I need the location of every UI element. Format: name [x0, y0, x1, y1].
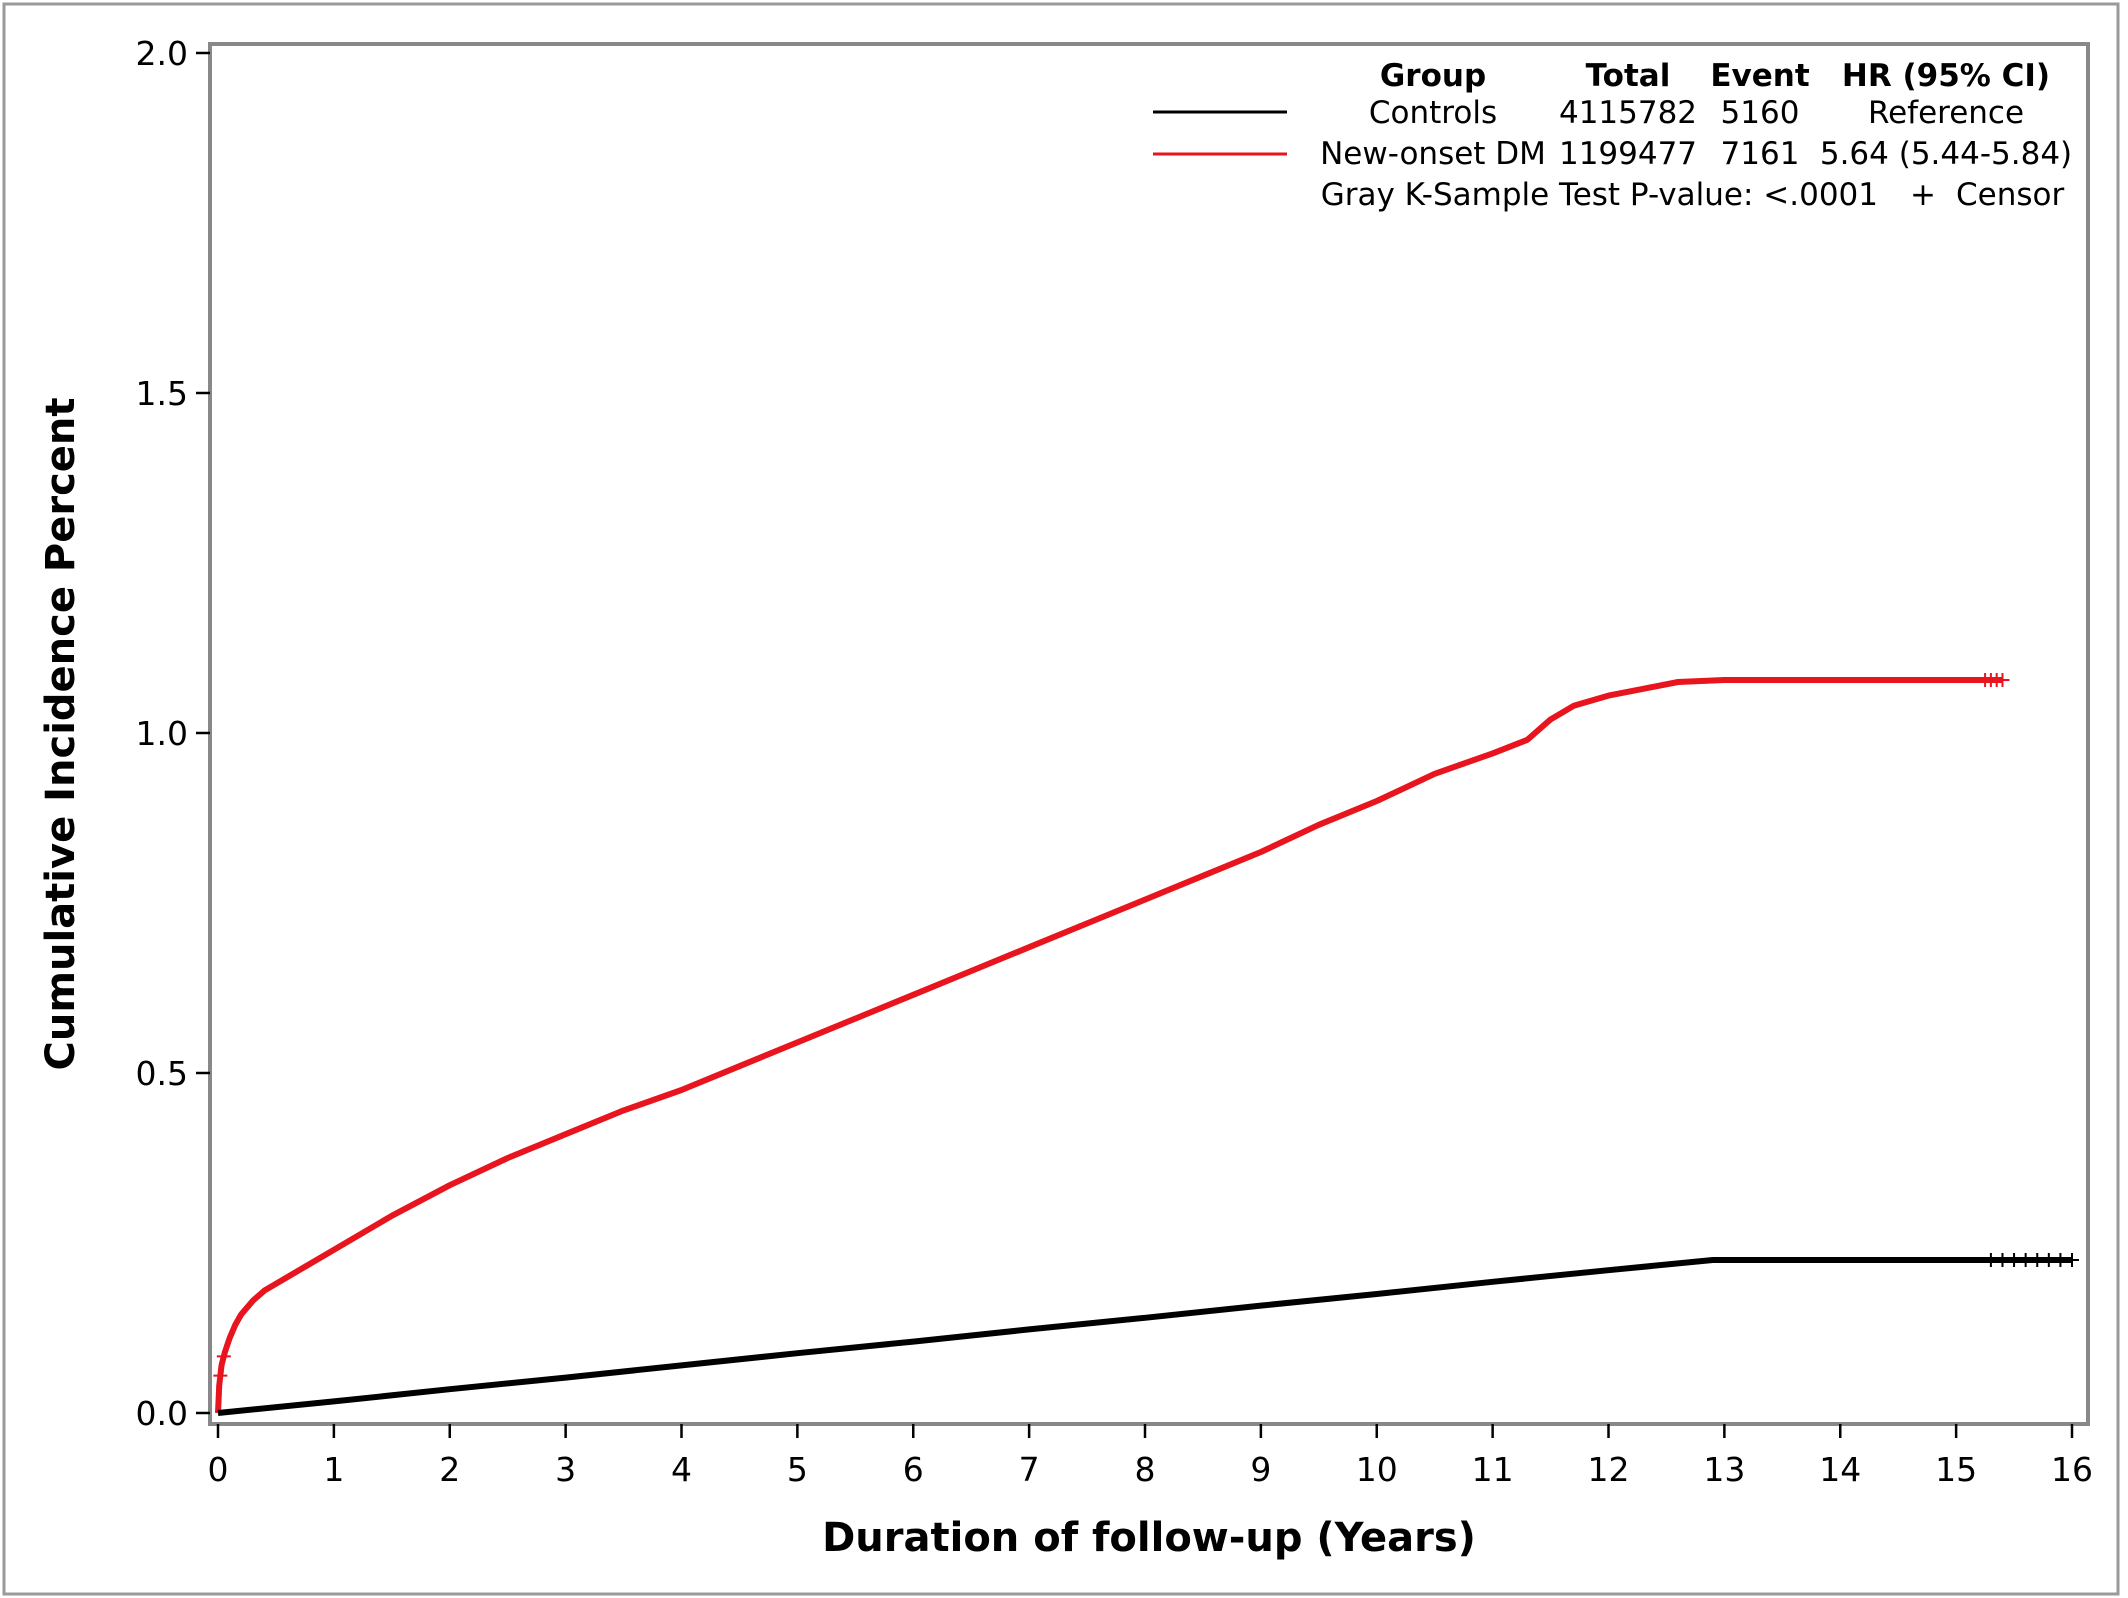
legend-event-controls: 5160: [1721, 95, 1800, 131]
legend-total-controls: 4115782: [1559, 95, 1697, 131]
x-tick-label-2: 2: [439, 1450, 460, 1489]
x-tick-label-8: 8: [1135, 1450, 1156, 1489]
legend-total-new-onset-dm: 1199477: [1559, 136, 1697, 172]
legend-censor-symbol: +: [1910, 177, 1936, 213]
legend-hr-controls: Reference: [1868, 95, 2024, 131]
x-tick-label-6: 6: [903, 1450, 924, 1489]
y-tick-label-0.0: 0.0: [136, 1394, 188, 1433]
x-tick-label-9: 9: [1250, 1450, 1271, 1489]
x-tick-label-12: 12: [1588, 1450, 1630, 1489]
legend-header-event: Event: [1710, 58, 1809, 94]
plot-frame: [208, 42, 2090, 1426]
x-tick-label-3: 3: [555, 1450, 576, 1489]
legend-test-text: Gray K-Sample Test P-value: <.0001: [1321, 177, 1878, 213]
censor-mark-new-onset-dm: [1995, 672, 2010, 687]
x-tick-label-13: 13: [1703, 1450, 1745, 1489]
censor-mark-new-onset-dm: [213, 1368, 228, 1383]
legend-header-total: Total: [1586, 58, 1671, 94]
censor-mark-controls: [2065, 1253, 2079, 1267]
y-tick-label-0.5: 0.5: [136, 1054, 188, 1093]
x-tick-label-14: 14: [1819, 1450, 1861, 1489]
y-axis: 0.0 0.5 1.0 1.5 2.0: [136, 34, 210, 1433]
x-tick-label-16: 16: [2051, 1450, 2093, 1489]
x-axis-title: Duration of follow-up (Years): [822, 1515, 1476, 1561]
series-layer: [215, 677, 2072, 1416]
censor-layer: [213, 672, 2079, 1383]
x-tick-label-11: 11: [1472, 1450, 1514, 1489]
y-tick-label-1.5: 1.5: [136, 374, 188, 413]
y-axis-title: Cumulative Incidence Percent: [38, 397, 84, 1070]
x-tick-label-1: 1: [323, 1450, 344, 1489]
legend-event-new-onset-dm: 7161: [1721, 136, 1800, 172]
x-tick-label-4: 4: [671, 1450, 692, 1489]
legend-header-hr: HR (95% CI): [1842, 58, 2050, 94]
legend-hr-new-onset-dm: 5.64 (5.44-5.84): [1820, 136, 2072, 172]
x-tick-label-7: 7: [1019, 1450, 1040, 1489]
x-tick-label-15: 15: [1935, 1450, 1977, 1489]
x-tick-label-10: 10: [1356, 1450, 1398, 1489]
x-tick-label-5: 5: [787, 1450, 808, 1489]
legend-group-controls: Controls: [1369, 95, 1497, 131]
x-axis: 0 1 2 3 4 5 6 7 8 9 10 11 12 13 14 15 16: [208, 1424, 2093, 1489]
series-line-new-onset-dm: [215, 677, 2003, 1414]
censor-mark-new-onset-dm: [216, 1349, 231, 1364]
series-line-controls: [217, 1257, 2072, 1416]
y-tick-label-1.0: 1.0: [136, 714, 188, 753]
x-tick-label-0: 0: [208, 1450, 229, 1489]
legend: Group Total Event HR (95% CI) Controls 4…: [1153, 58, 2072, 213]
legend-header-group: Group: [1380, 58, 1486, 94]
legend-group-new-onset-dm: New-onset DM: [1320, 136, 1546, 172]
y-tick-label-2.0: 2.0: [136, 34, 188, 73]
legend-censor-label: Censor: [1956, 177, 2064, 213]
